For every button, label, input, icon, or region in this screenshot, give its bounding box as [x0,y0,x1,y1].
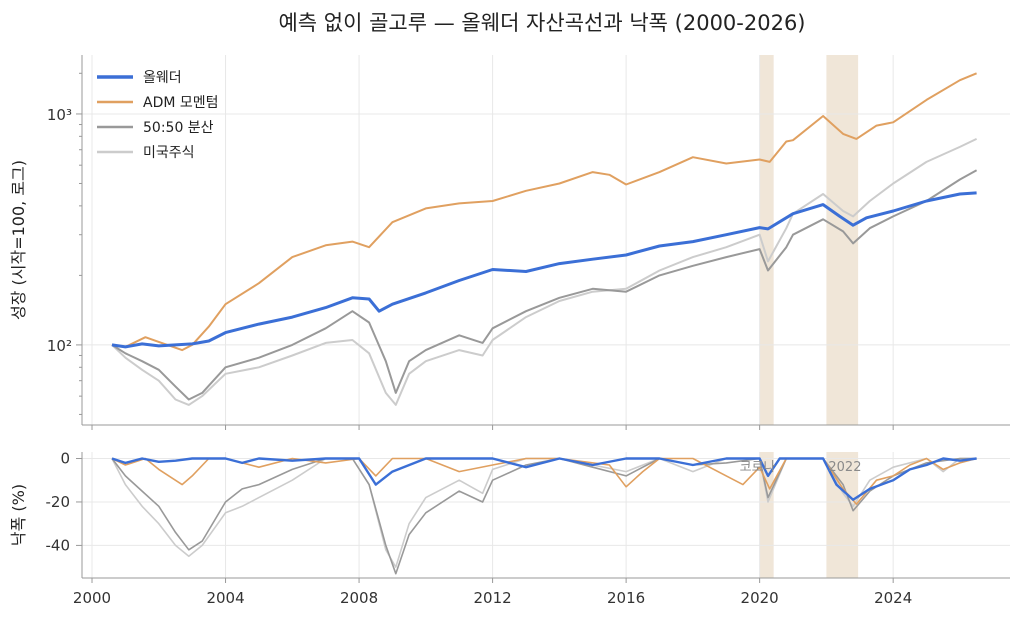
xtick-label-2012: 2012 [473,589,511,607]
xtick-label-2000: 2000 [73,589,111,607]
top-ylabel: 성장 (시작=100, 로그) [9,160,28,320]
bottom-ylabel: 낙폭 (%) [9,484,28,546]
ytick-bottom--40: -40 [46,536,71,554]
bottom-shaded-periods [759,452,859,578]
bottom-gridlines [82,452,1010,578]
shade-bottom-0 [759,452,774,578]
top-series-lines [111,72,978,406]
top-gridlines [82,55,1010,425]
bottom-drawdown-lines [111,457,977,575]
drawdown-line-2 [111,457,977,575]
shade-top-1 [826,55,859,425]
tick-labels: 2000 2004 2008 2012 2016 2020 2024 10² 10³ 0 -20 -4… [46,106,913,607]
shade-annotations: 코로나 2022 [740,460,862,475]
drawdown-line-0 [111,457,977,501]
ytick-top-1000: 10³ [47,106,72,124]
top-shaded-periods [759,55,859,425]
xtick-label-2020: 2020 [741,589,779,607]
xtick-label-2016: 2016 [607,589,645,607]
legend-label-3: 미국주식 [143,145,195,161]
xtick-label-2004: 2004 [206,589,244,607]
series-line-2 [111,169,978,401]
shade-top-0 [759,55,774,425]
xtick-label-2008: 2008 [340,589,378,607]
ytick-bottom--20: -20 [46,493,71,511]
legend-label-2: 50:50 분산 [143,120,214,136]
ytick-top-100: 10² [47,337,72,355]
chart-title: 예측 없이 골고루 — 올웨더 자산곡선과 낙폭 (2000-2026) [278,11,805,35]
axes [76,55,1010,583]
legend-label-1: ADM 모멘텀 [143,95,219,111]
drawdown-line-3 [111,457,977,568]
series-line-1 [111,72,977,352]
series-line-3 [111,137,978,406]
shade-label-1: 2022 [828,460,861,475]
legend-label-0: 올웨더 [143,70,182,86]
series-line-0 [111,191,977,349]
xtick-label-2024: 2024 [874,589,912,607]
ytick-bottom-0: 0 [60,450,70,468]
shade-label-0: 코로나 [740,460,776,475]
